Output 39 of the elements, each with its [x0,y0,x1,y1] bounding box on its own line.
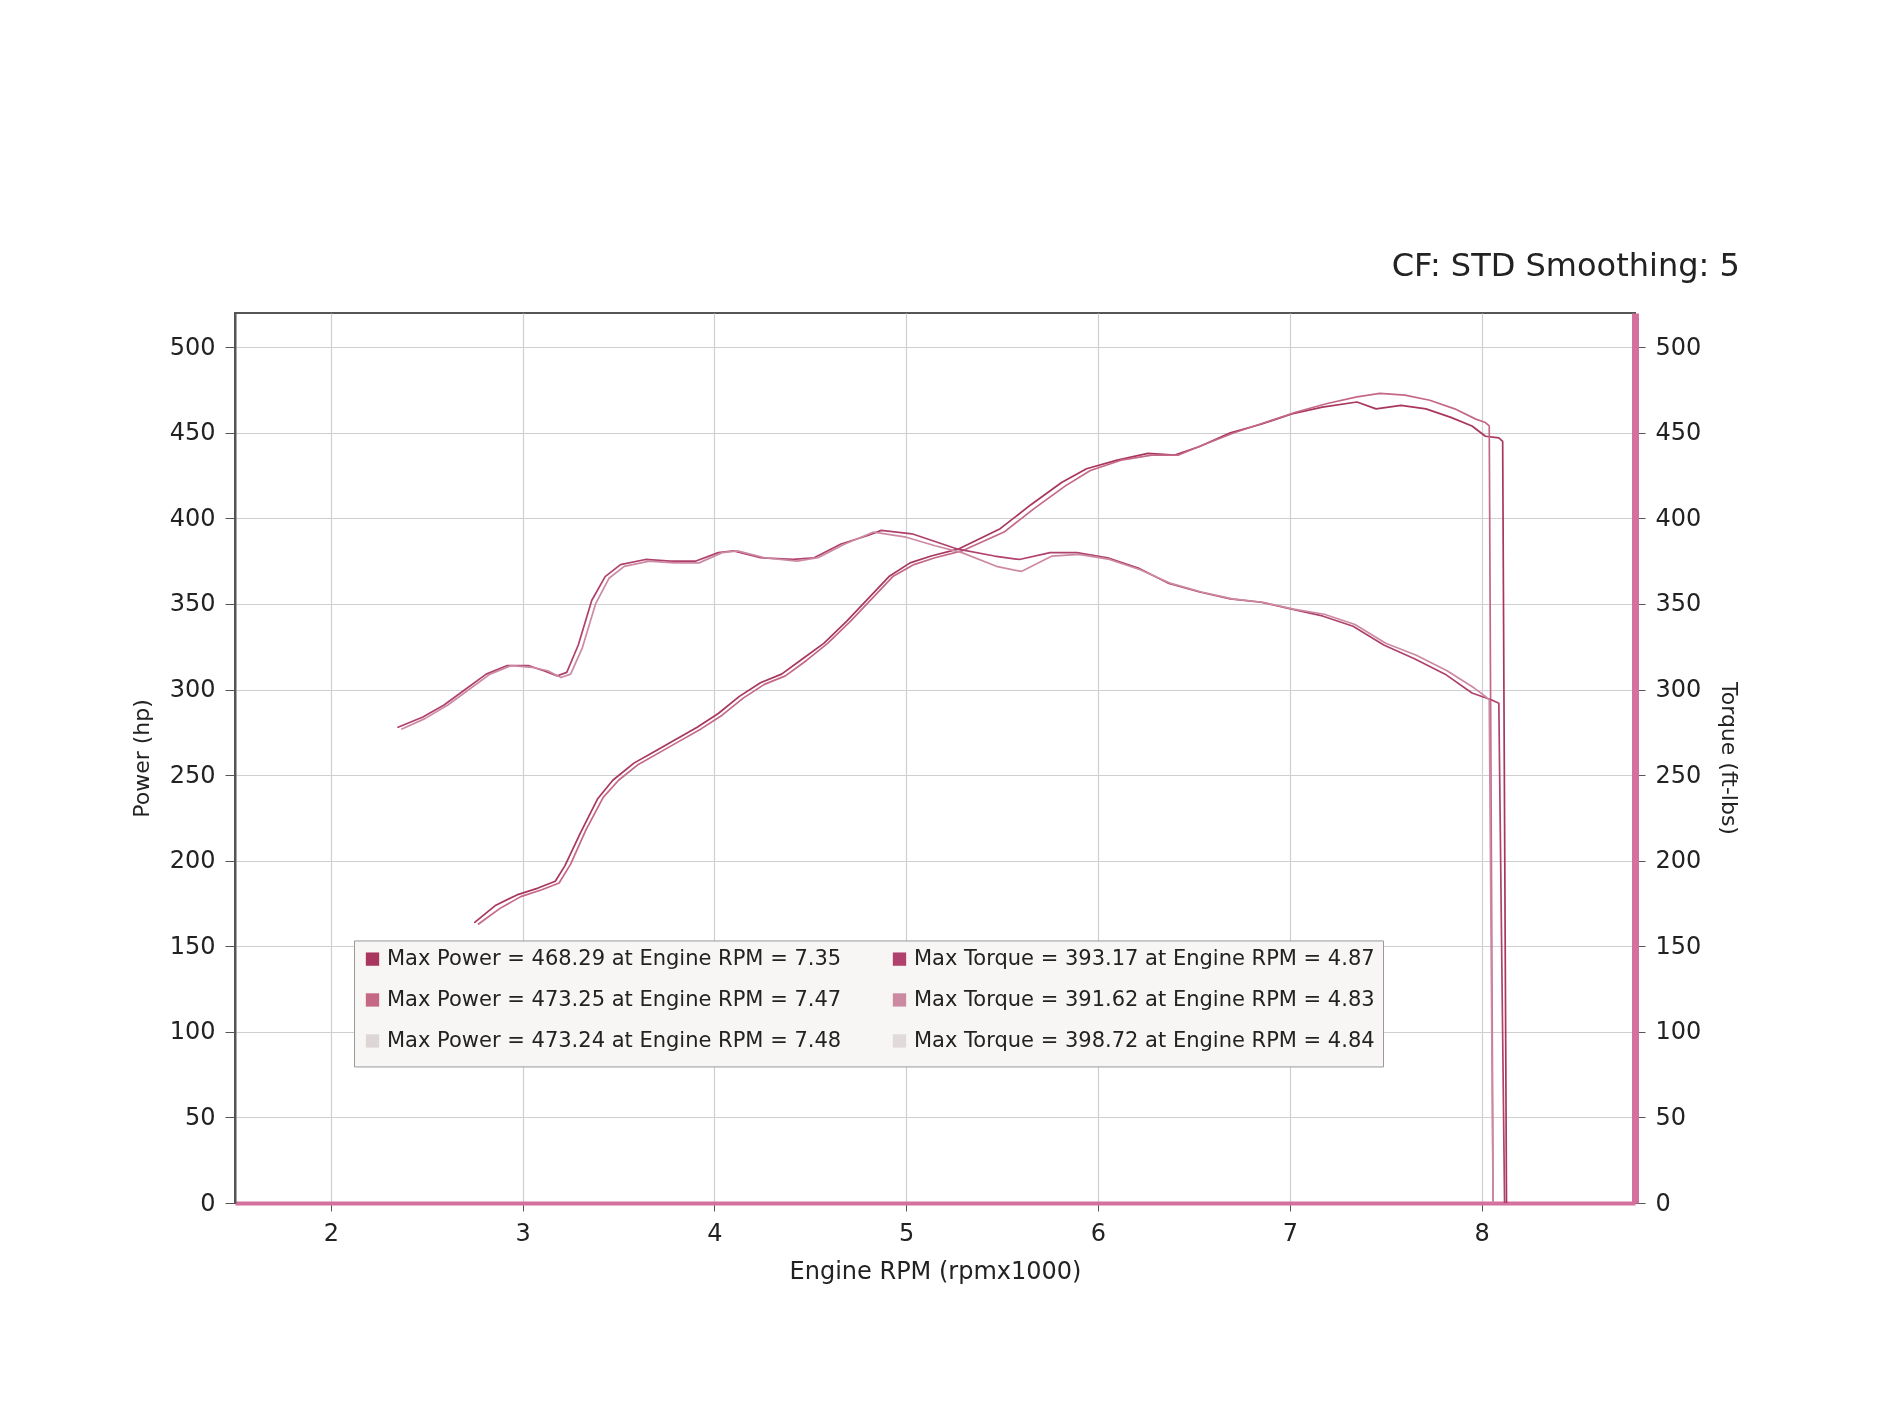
y2-tick-label: 0 [1655,1188,1671,1217]
text: CF: STD Smoothing: 5 [1391,246,1740,284]
legend-label: Max Torque = 393.17 at Engine RPM = 4.87 [914,946,1375,971]
y-tick-label: 50 [184,1102,216,1131]
y2-tick-label: 200 [1655,846,1702,875]
y2-tick-label: 250 [1655,760,1702,789]
y2-tick-label: 500 [1655,332,1702,361]
y-tick-label: 0 [200,1188,216,1217]
x-tick-label: 6 [1090,1218,1107,1247]
y2-tick-label: 50 [1655,1102,1687,1131]
y2-tick-label: 300 [1655,675,1702,704]
y2-tick-label: 400 [1655,503,1702,532]
x-axis-title: Engine RPM (rpmx1000) [789,1256,1082,1285]
x-tick-label: 5 [899,1218,915,1247]
y2-tick-label: 150 [1655,931,1702,960]
y2-tick-label: 450 [1655,418,1702,447]
y-tick-label: 200 [169,846,216,875]
y-tick-label: 450 [169,418,216,447]
y2-tick-label: 100 [1655,1017,1702,1046]
y-tick-label: 100 [169,1017,216,1046]
y2-axis-title: Torque (ft-lbs) [1717,681,1743,835]
y-tick-label: 400 [169,503,216,532]
y2-tick-label: 350 [1655,589,1702,618]
x-tick-label: 7 [1282,1218,1298,1247]
y-tick-label: 500 [169,332,216,361]
y-tick-label: 250 [169,760,216,789]
legend-label: Max Power = 473.24 at Engine RPM = 7.48 [387,1027,842,1052]
y-axis-title: Power (hp) [128,699,154,818]
x-tick-label: 8 [1474,1218,1490,1247]
y-tick-label: 300 [169,675,216,704]
legend-label: Max Torque = 391.62 at Engine RPM = 4.83 [914,986,1375,1011]
legend-label: Max Torque = 398.72 at Engine RPM = 4.84 [914,1027,1375,1052]
y-tick-label: 350 [169,589,216,618]
y-tick-label: 150 [169,931,216,960]
legend-label: Max Power = 473.25 at Engine RPM = 7.47 [387,986,842,1011]
legend-label: Max Power = 468.29 at Engine RPM = 7.35 [387,946,842,971]
x-tick-label: 3 [515,1218,531,1247]
x-tick-label: 2 [323,1218,340,1247]
x-tick-label: 4 [707,1218,723,1247]
